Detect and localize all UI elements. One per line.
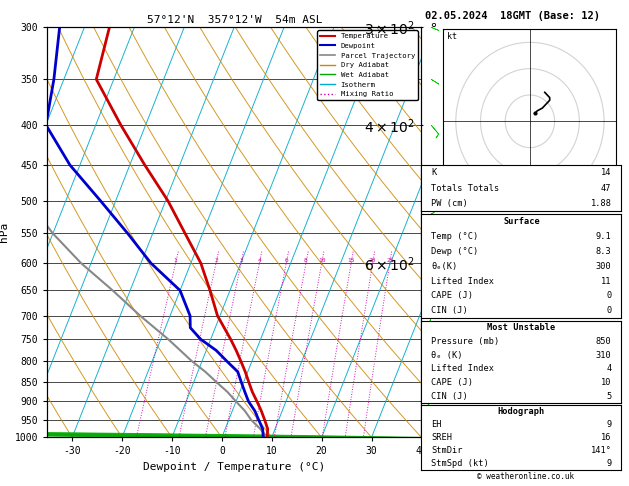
Text: 25: 25 [386,258,394,263]
Text: CAPE (J): CAPE (J) [431,378,474,387]
Text: 9: 9 [606,459,611,468]
Text: 141°: 141° [591,446,611,455]
Text: 02.05.2024  18GMT (Base: 12): 02.05.2024 18GMT (Base: 12) [425,11,599,21]
Text: 10: 10 [318,258,325,263]
Text: 6: 6 [284,258,288,263]
Text: 8.3: 8.3 [596,247,611,256]
Text: 8: 8 [304,258,308,263]
Legend: Temperature, Dewpoint, Parcel Trajectory, Dry Adiabat, Wet Adiabat, Isotherm, Mi: Temperature, Dewpoint, Parcel Trajectory… [318,30,418,100]
Text: 9: 9 [606,420,611,429]
Text: 5: 5 [606,392,611,401]
Y-axis label: hPa: hPa [0,222,9,242]
X-axis label: Dewpoint / Temperature (°C): Dewpoint / Temperature (°C) [143,462,325,472]
Text: 1.88: 1.88 [591,199,611,208]
Text: Hodograph: Hodograph [498,407,545,417]
Text: CIN (J): CIN (J) [431,392,468,401]
Text: Pressure (mb): Pressure (mb) [431,337,499,346]
Text: θₑ(K): θₑ(K) [431,261,458,271]
Text: CAPE (J): CAPE (J) [431,292,474,300]
Text: 47: 47 [601,184,611,193]
Text: 11: 11 [601,277,611,285]
Text: Dewp (°C): Dewp (°C) [431,247,479,256]
Text: Totals Totals: Totals Totals [431,184,499,193]
Text: PW (cm): PW (cm) [431,199,468,208]
Text: 850: 850 [596,337,611,346]
Text: 4: 4 [257,258,261,263]
Text: 2: 2 [214,258,218,263]
Text: 16: 16 [601,433,611,442]
Text: Temp (°C): Temp (°C) [431,232,479,241]
Text: 310: 310 [596,351,611,360]
Text: 3: 3 [239,258,243,263]
Text: K: K [431,169,437,177]
Text: 10: 10 [601,378,611,387]
Text: Lifted Index: Lifted Index [431,277,494,285]
Text: 15: 15 [347,258,355,263]
Text: 0: 0 [606,292,611,300]
Text: Most Unstable: Most Unstable [487,323,555,332]
Text: 1: 1 [174,258,177,263]
Text: 14: 14 [601,169,611,177]
Text: CIN (J): CIN (J) [431,306,468,315]
Title: 57°12'N  357°12'W  54m ASL: 57°12'N 357°12'W 54m ASL [147,15,322,25]
Text: Surface: Surface [503,217,540,226]
Text: kt: kt [447,32,457,41]
Y-axis label: km
ASL: km ASL [454,223,476,241]
Text: EH: EH [431,420,442,429]
Text: 4: 4 [606,364,611,373]
Text: 300: 300 [596,261,611,271]
Text: StmDir: StmDir [431,446,463,455]
Text: StmSpd (kt): StmSpd (kt) [431,459,489,468]
Text: 20: 20 [369,258,377,263]
Text: 9.1: 9.1 [596,232,611,241]
Text: © weatheronline.co.uk: © weatheronline.co.uk [477,472,574,481]
Text: θₑ (K): θₑ (K) [431,351,463,360]
Text: Lifted Index: Lifted Index [431,364,494,373]
Text: SREH: SREH [431,433,452,442]
Text: 0: 0 [606,306,611,315]
